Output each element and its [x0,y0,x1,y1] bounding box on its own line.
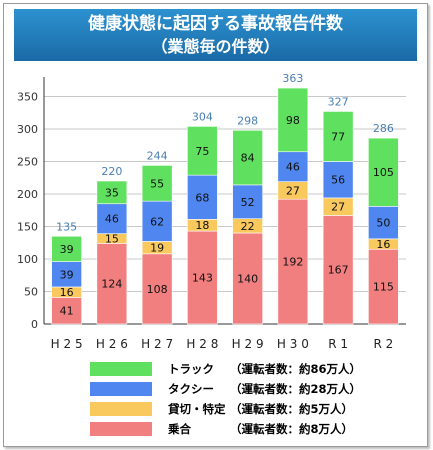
data-label-rental: 22 [241,220,255,233]
bar-segment-taxi [96,203,128,234]
data-label-rental: 15 [105,233,119,246]
legend-label-taxi: タクシー [168,382,214,396]
data-label-bus: 115 [373,281,394,294]
data-label-taxi: 62 [150,215,164,228]
bar-segment-truck [141,165,173,202]
bar-segment-bus [368,248,399,325]
data-label-taxi: 50 [376,217,390,230]
bar-segment-bus [232,232,263,325]
bar-segment-truck [96,180,128,205]
bar-segment-bus [51,297,82,325]
data-label-bus: 167 [328,264,349,277]
x-tick-label: H 2 8 [186,337,218,351]
bar-segment-taxi [141,200,173,242]
total-label: 286 [373,122,394,135]
total-label: 304 [192,110,213,123]
bar-segment-truck [277,87,309,153]
bar-segment-taxi [187,174,218,220]
bar-segment-taxi [51,261,82,288]
total-label: 363 [282,72,303,85]
x-tick-label: H 2 5 [51,337,83,351]
y-tick-label: 100 [17,253,38,266]
x-tick-label: H 3 0 [277,337,309,351]
chart-subtitle: （業態毎の件数） [151,37,280,56]
data-label-taxi: 46 [286,161,300,174]
total-label: 244 [147,149,168,162]
bar-segment-bus [187,230,218,325]
legend-label-bus: 乗合 [168,422,191,436]
legend-note-rental: （運転者数：約5万人） [230,402,354,416]
data-label-bus: 124 [101,278,122,291]
data-label-bus: 143 [192,272,213,285]
data-label-taxi: 39 [60,268,74,281]
x-tick-label: R 1 [328,337,348,351]
data-label-truck: 75 [195,145,209,158]
legend-note-truck: （運転者数：約86万人） [230,362,362,376]
data-label-bus: 41 [60,305,74,318]
y-tick-label: 150 [17,221,38,234]
bar-segment-taxi [322,161,354,199]
bar-segment-bus [141,253,173,325]
y-tick-label: 50 [24,286,38,299]
legend-label-rental: 貸切・特定 [168,402,226,416]
data-label-truck: 35 [105,186,119,199]
bar-segment-truck [51,235,82,262]
y-tick-label: 350 [17,91,38,104]
legend-swatch-rental [90,402,152,416]
y-tick-label: 200 [17,188,38,201]
data-label-truck: 55 [150,177,164,190]
data-label-taxi: 68 [195,191,209,204]
data-label-taxi: 52 [241,196,255,209]
data-label-bus: 192 [282,256,303,269]
bar-segment-taxi [368,206,399,240]
data-label-truck: 84 [241,152,255,165]
legend-label-truck: トラック [168,362,214,376]
legend-note-bus: （運転者数：約8万人） [230,422,354,436]
bar-segment-truck [368,137,399,207]
data-label-bus: 140 [237,273,258,286]
bar-segment-bus [322,215,354,325]
data-label-truck: 105 [373,166,394,179]
y-tick-label: 0 [31,318,38,331]
total-label: 327 [328,95,349,108]
bar-segment-taxi [232,184,263,219]
data-label-rental: 19 [150,242,164,255]
data-label-rental: 27 [286,184,300,197]
x-tick-label: R 2 [373,337,393,351]
bar-segment-bus [277,198,309,325]
x-tick-label: H 2 7 [141,337,173,351]
data-label-rental: 16 [376,238,390,251]
total-label: 220 [101,165,122,178]
x-tick-label: H 2 9 [232,337,264,351]
data-label-rental: 16 [60,286,74,299]
legend-swatch-truck [90,362,152,376]
chart-frame: 健康状態に起因する事故報告件数 （業態毎の件数） [3,3,428,447]
data-label-taxi: 56 [331,174,345,187]
data-label-truck: 39 [60,243,74,256]
y-tick-label: 250 [17,156,38,169]
total-label: 135 [56,220,77,233]
legend-swatch-taxi [90,382,152,396]
legend-note-taxi: （運転者数：約28万人） [230,382,362,396]
bar-segment-truck [187,126,218,176]
data-label-truck: 77 [331,130,345,143]
data-label-rental: 27 [331,201,345,214]
data-label-bus: 108 [147,283,168,296]
legend-swatch-bus [90,422,152,436]
bar-segment-taxi [277,151,309,182]
bar-segment-bus [96,243,128,325]
data-label-truck: 98 [286,114,300,127]
bar-segment-truck [232,130,263,186]
x-tick-label: H 2 6 [96,337,128,351]
y-tick-label: 300 [17,123,38,136]
title-banner: 健康状態に起因する事故報告件数 （業態毎の件数） [14,9,417,61]
data-label-rental: 18 [195,219,209,232]
data-label-taxi: 46 [105,213,119,226]
total-label: 298 [237,114,258,127]
bar-segment-truck [322,111,354,162]
chart-title: 健康状態に起因する事故報告件数 [88,14,343,34]
